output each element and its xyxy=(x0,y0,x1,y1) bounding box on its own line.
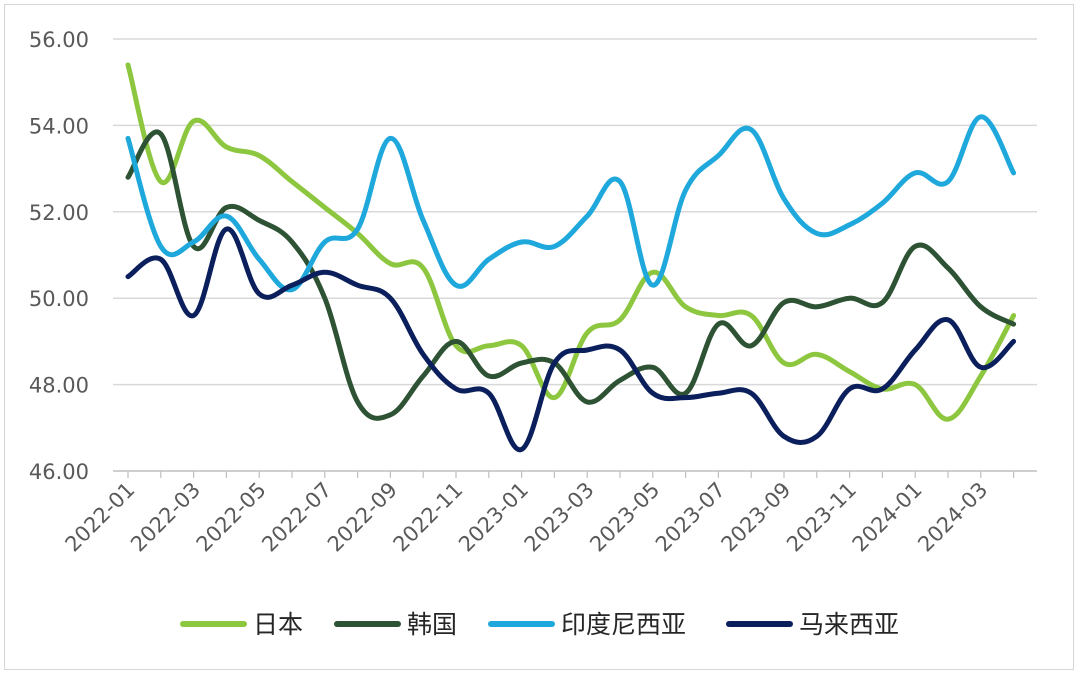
y-axis: 46.00 48.00 50.00 52.00 54.00 56.00 xyxy=(29,28,89,484)
series-line-1 xyxy=(125,62,1017,422)
legend-item-3: 印度尼西亚 xyxy=(488,610,686,639)
x-tick-label: 2022-05 xyxy=(192,478,271,557)
gridlines xyxy=(113,38,1037,386)
legend-label: 韩国 xyxy=(407,610,457,639)
x-tick-label: 2023-05 xyxy=(585,478,664,557)
legend-label: 日本 xyxy=(253,610,303,639)
x-tick-label: 2022-07 xyxy=(257,478,336,557)
x-tick-label: 2022-01 xyxy=(61,478,140,557)
x-tick-label: 2022-03 xyxy=(126,478,205,557)
x-tick-label: 2024-03 xyxy=(913,478,992,557)
series-lines xyxy=(125,62,1017,452)
x-tick-label: 2022-11 xyxy=(389,478,468,557)
legend-label: 马来西亚 xyxy=(799,610,899,639)
x-tick-label: 2023-01 xyxy=(454,478,533,557)
y-tick-label: 50.00 xyxy=(29,287,89,311)
legend: 日本 韩国 印度尼西亚 马来西亚 xyxy=(180,610,899,639)
series-line-3 xyxy=(125,114,1017,293)
y-tick-label: 54.00 xyxy=(29,114,89,138)
series-line-2 xyxy=(125,129,1017,421)
y-tick-label: 48.00 xyxy=(29,374,89,398)
x-tick-label: 2022-09 xyxy=(323,478,402,557)
legend-label: 印度尼西亚 xyxy=(561,610,686,639)
y-tick-label: 52.00 xyxy=(29,201,89,225)
series-line-4 xyxy=(125,226,1017,452)
x-axis: 2022-012022-032022-052022-072022-092022-… xyxy=(61,470,1037,557)
x-tick-label: 2024-01 xyxy=(848,478,927,557)
x-tick-label: 2023-11 xyxy=(782,478,861,557)
legend-item-1: 日本 xyxy=(180,610,303,639)
legend-item-4: 马来西亚 xyxy=(726,610,899,639)
chart-frame xyxy=(4,4,1074,670)
x-tick-label: 2023-07 xyxy=(651,478,730,557)
y-tick-label: 46.00 xyxy=(29,460,89,484)
y-tick-label: 56.00 xyxy=(29,28,89,52)
x-tick-label: 2023-03 xyxy=(520,478,599,557)
x-tick-label: 2023-09 xyxy=(717,478,796,557)
legend-item-2: 韩国 xyxy=(334,610,457,639)
